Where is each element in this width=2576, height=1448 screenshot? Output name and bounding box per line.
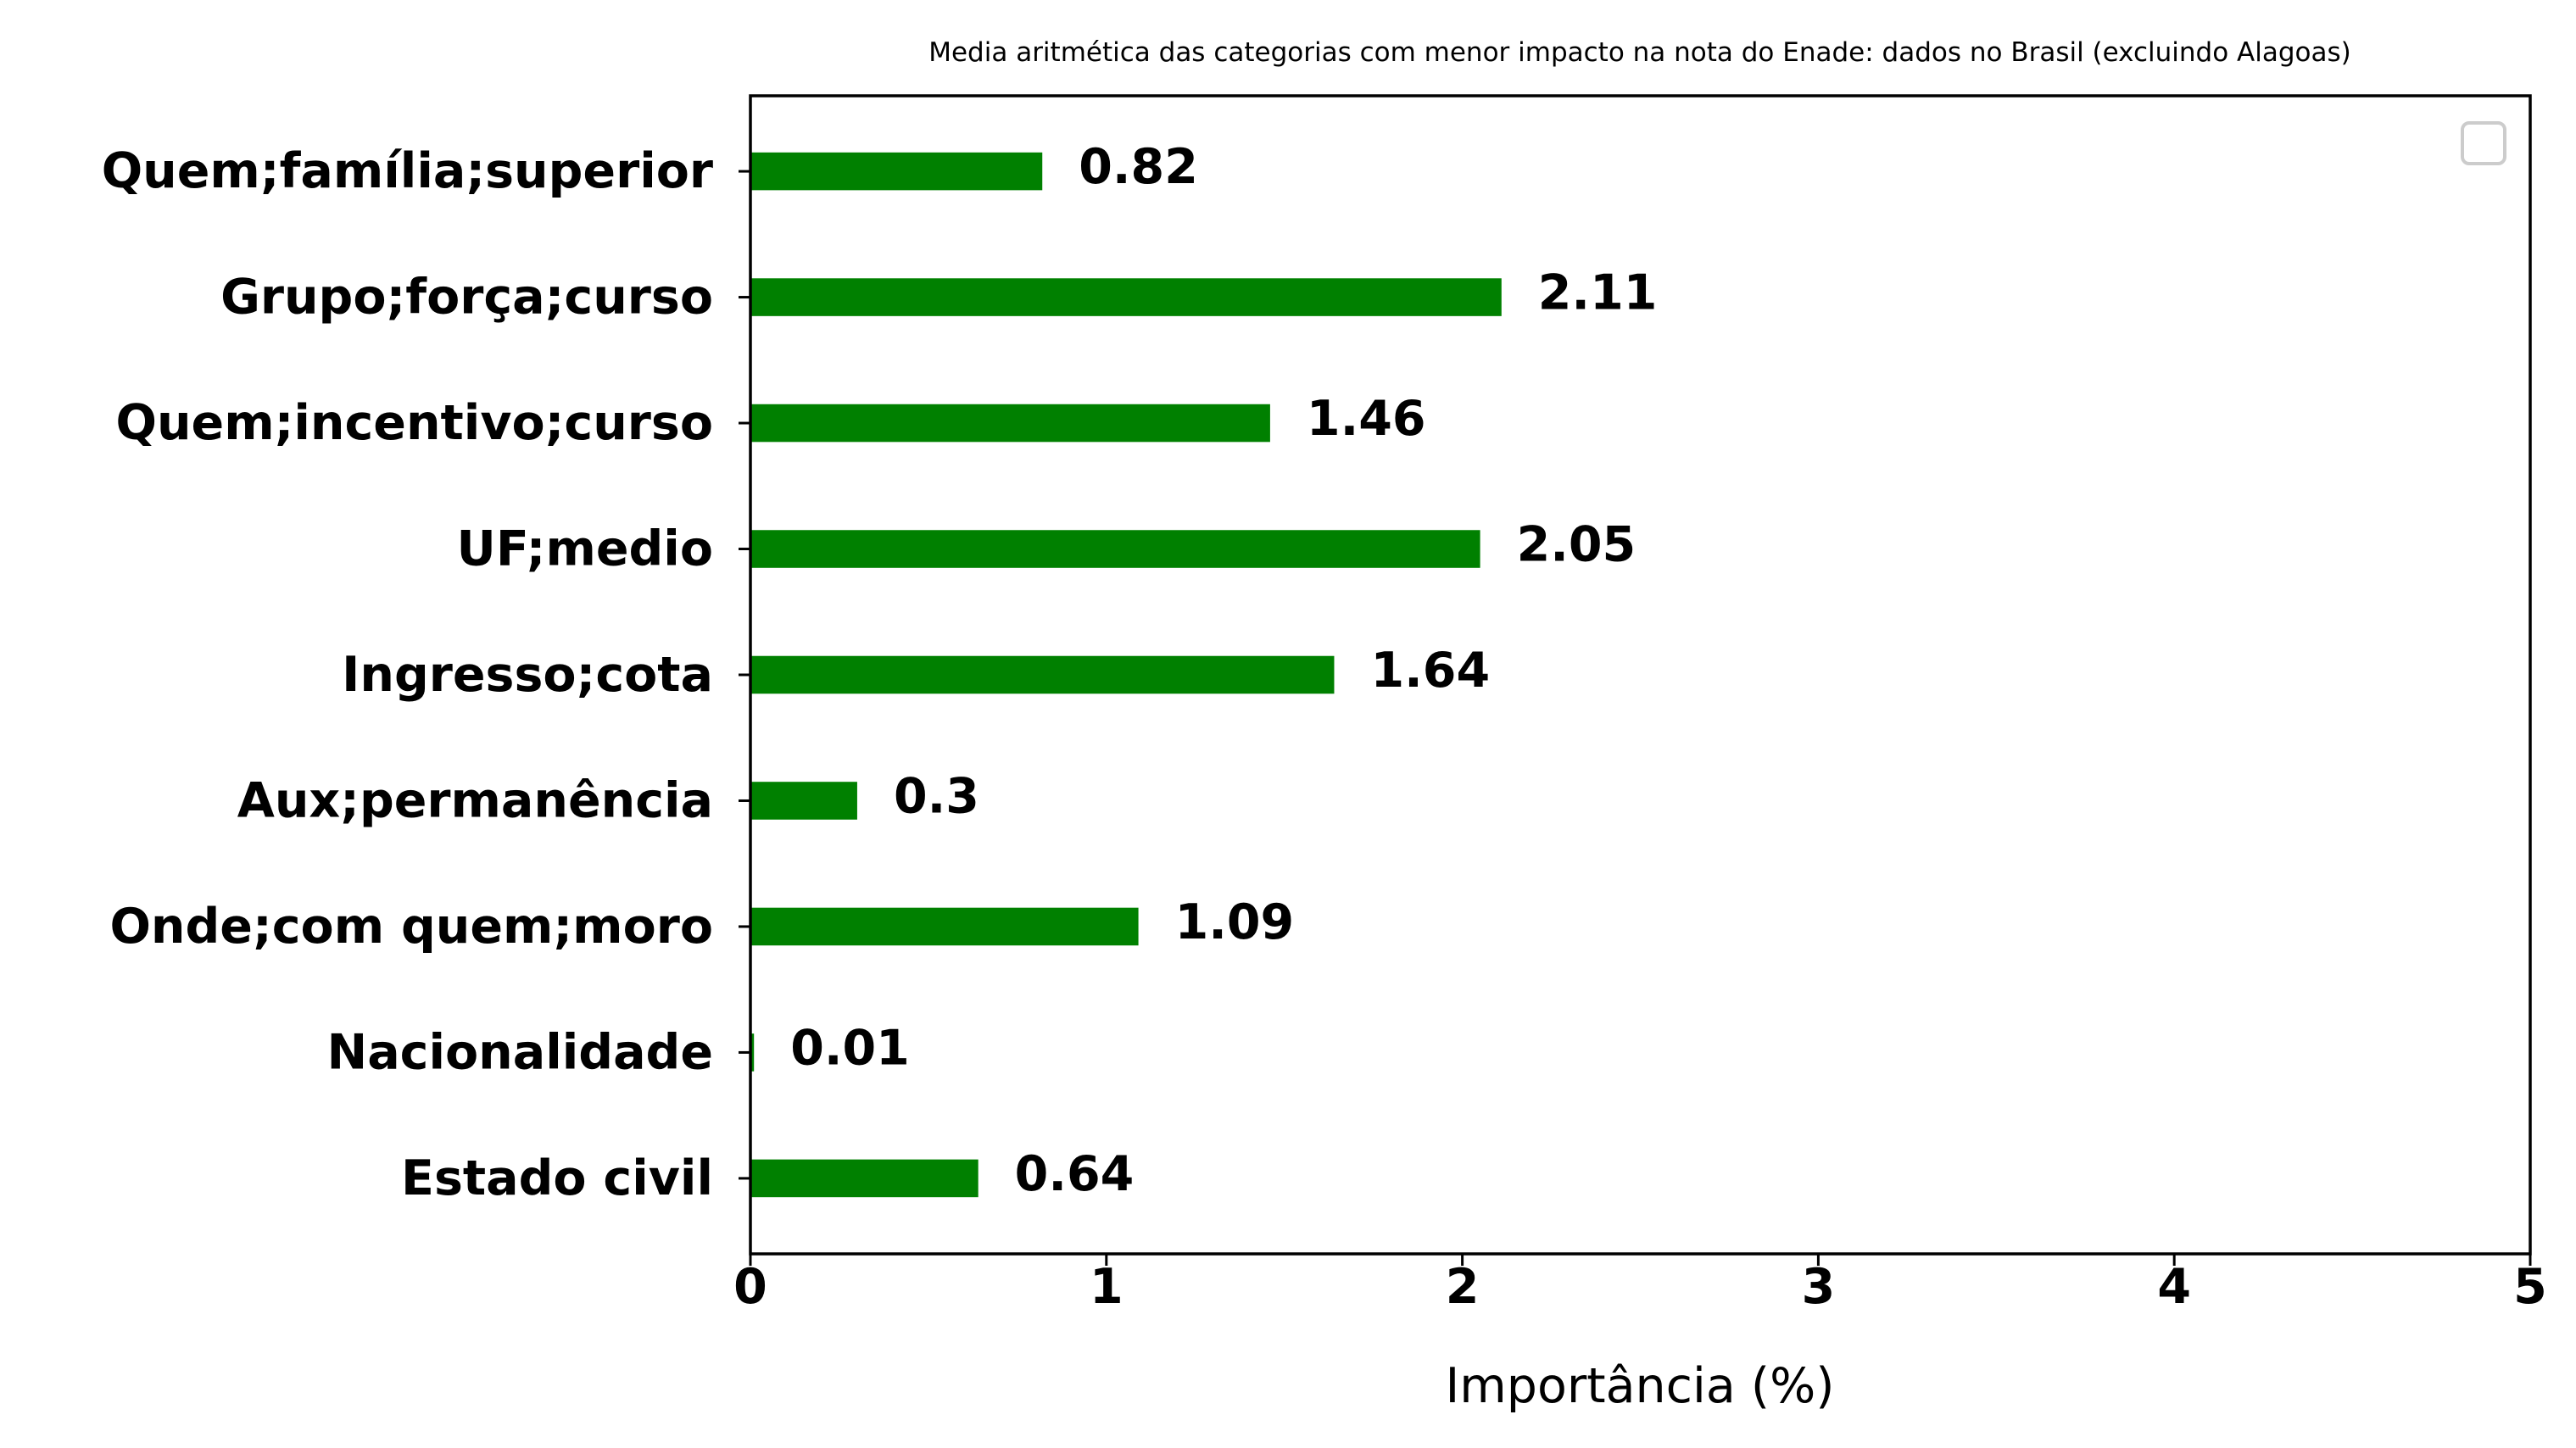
bar: [750, 530, 1480, 568]
y-tick-label: Ingresso;cota: [342, 647, 713, 703]
bar: [750, 278, 1502, 316]
y-tick-label: Nacionalidade: [327, 1024, 714, 1080]
bar: [750, 907, 1139, 946]
data-label: 0.82: [1079, 139, 1198, 195]
y-tick-label: Aux;permanência: [237, 772, 713, 828]
x-tick-label: 1: [1090, 1259, 1124, 1315]
bar: [750, 1159, 979, 1198]
x-axis-label: Importância (%): [1445, 1358, 1834, 1414]
data-label: 1.64: [1370, 643, 1490, 699]
x-tick-labels: 0 1 2 3 4 5: [733, 1254, 2547, 1315]
y-tick-label: Quem;família;superior: [102, 143, 713, 199]
bar: [750, 152, 1043, 191]
y-tick-label: UF;medio: [457, 521, 713, 577]
bar: [750, 1033, 755, 1072]
x-tick-label: 4: [2157, 1259, 2191, 1315]
data-label: 0.01: [790, 1020, 910, 1076]
data-label: 2.11: [1538, 265, 1658, 321]
data-label: 2.05: [1517, 517, 1636, 573]
y-tick-label: Estado civil: [401, 1150, 713, 1206]
data-labels: 0.82 2.11 1.46 2.05 1.64 0.3 1.09 0.01 0.64: [790, 139, 1657, 1202]
x-tick-label: 2: [1446, 1259, 1480, 1315]
x-tick-label: 3: [1802, 1259, 1836, 1315]
data-label: 0.64: [1015, 1146, 1135, 1202]
legend-box: [2461, 121, 2506, 165]
x-tick-label: 5: [2513, 1259, 2547, 1315]
y-tick-label: Quem;incentivo;curso: [116, 395, 713, 451]
y-tick-label: Grupo;força;curso: [220, 270, 713, 326]
y-tick-labels: Quem;família;superior Grupo;força;curso Qu…: [102, 143, 750, 1206]
x-tick-label: 0: [733, 1259, 767, 1315]
chart-title: Media aritmética das categorias com meno…: [928, 37, 2351, 68]
bar: [750, 782, 857, 820]
data-label: 1.09: [1175, 894, 1295, 950]
plot-frame: [749, 94, 2532, 1256]
data-label: 0.3: [894, 768, 979, 824]
y-tick-label: Onde;com quem;moro: [109, 899, 713, 955]
bar: [750, 655, 1335, 694]
bar: [750, 404, 1270, 443]
data-label: 1.46: [1307, 391, 1426, 447]
bars-group: [750, 152, 1502, 1198]
